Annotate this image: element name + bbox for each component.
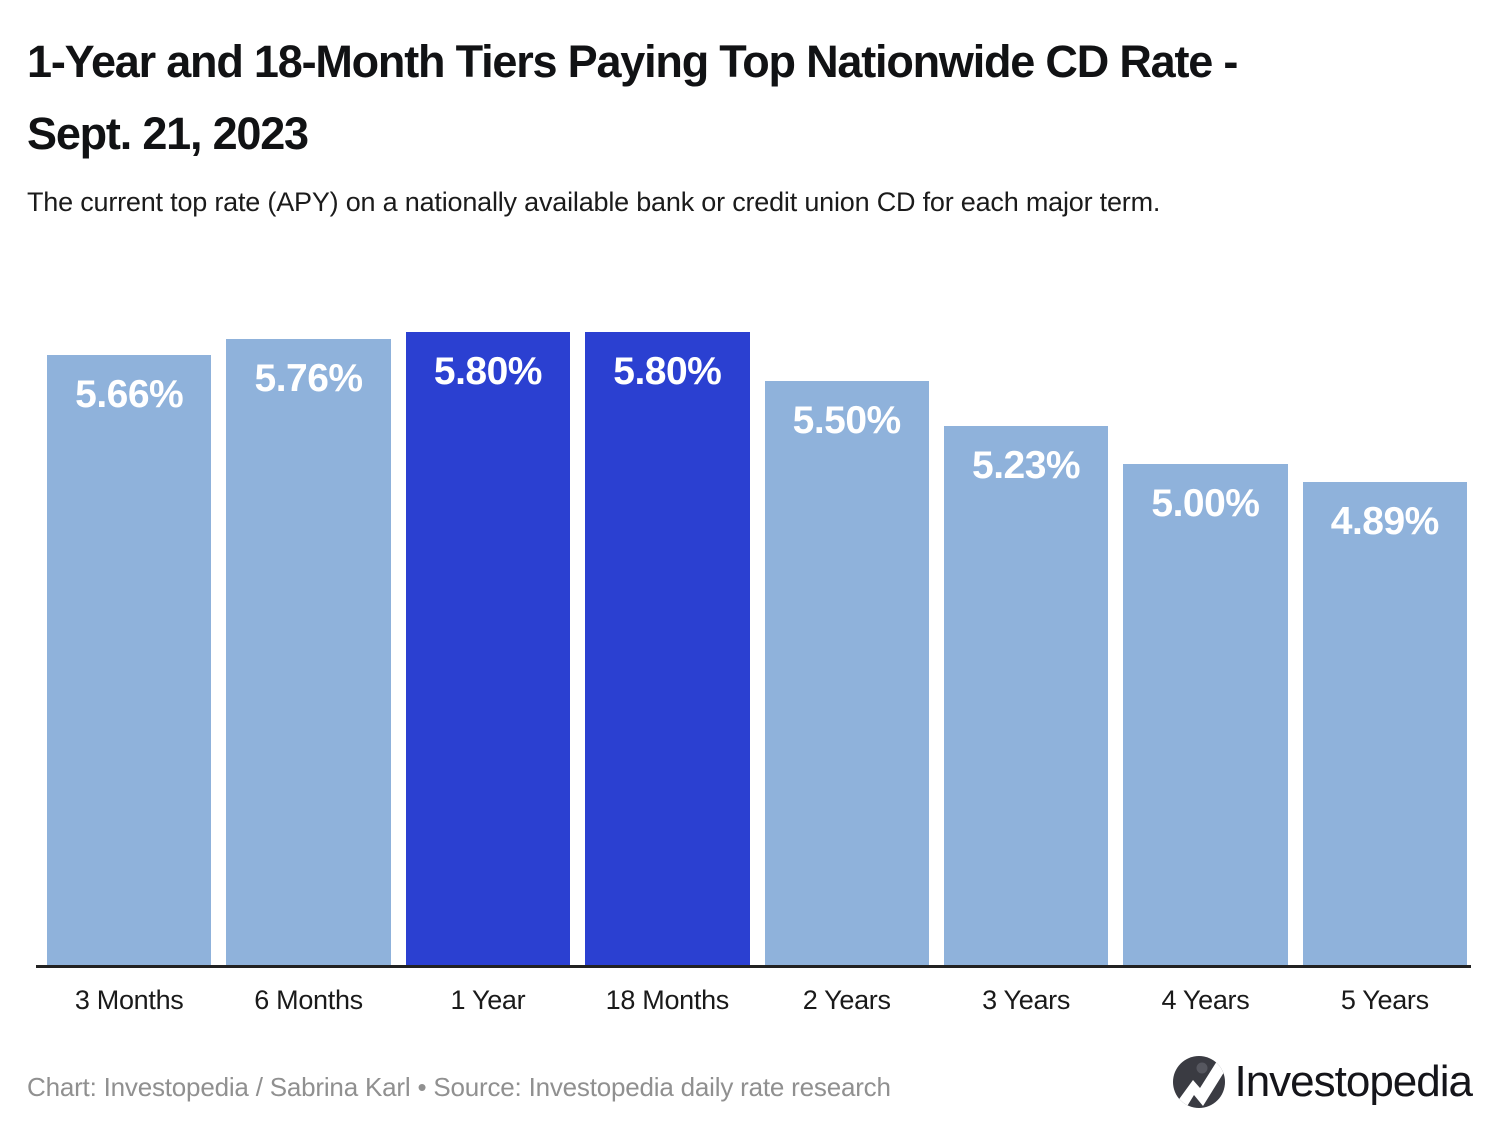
bar-18-months: 5.80% <box>585 332 750 965</box>
investopedia-logo-icon <box>1173 1056 1226 1108</box>
bar-3-months: 5.66% <box>47 355 212 965</box>
investopedia-logo: Investopedia <box>1173 1056 1473 1108</box>
bar-value-label: 5.80% <box>613 350 722 393</box>
bar-value-label: 5.23% <box>972 444 1081 487</box>
x-axis-label: 5 Years <box>1340 985 1429 1015</box>
bar-4-years: 5.00% <box>1123 464 1288 965</box>
chart-footer: Chart: Investopedia / Sabrina Karl • Sou… <box>27 1056 1473 1108</box>
bar-value-label: 5.66% <box>75 373 184 416</box>
chart-credit: Chart: Investopedia / Sabrina Karl • Sou… <box>27 1071 891 1102</box>
x-axis-line <box>36 965 1471 968</box>
x-axis-label: 4 Years <box>1161 985 1250 1015</box>
x-axis-labels: 3 Months 6 Months 1 Year 18 Months 2 Years 3 … <box>47 985 1467 1016</box>
bar-6-months: 5.76% <box>226 339 391 965</box>
bar-chart: 5.66% 5.76% 5.80% 5.80% 5.50% 5.23% 5.00% 4.89%… <box>36 332 1471 1016</box>
bar-3-years: 5.23% <box>943 426 1109 965</box>
bar-2-years: 5.50% <box>764 381 929 965</box>
chart-subtitle: The current top rate (APY) on a national… <box>27 187 1161 217</box>
bar-value-label: 4.89% <box>1330 500 1440 543</box>
bar-value-label: 5.00% <box>1151 482 1260 525</box>
chart-title-line2: Sept. 21, 2023 <box>27 108 309 159</box>
bar-value-label: 5.50% <box>792 399 902 442</box>
plot-area: 5.66% 5.76% 5.80% 5.80% 5.50% 5.23% 5.00% 4.89% <box>36 332 1471 968</box>
x-axis-label: 3 Years <box>982 985 1071 1015</box>
x-axis-label: 3 Months <box>74 985 184 1015</box>
x-axis-label: 2 Years <box>802 985 891 1015</box>
bar-value-label: 5.76% <box>254 357 364 400</box>
chart-title-line1: 1-Year and 18-Month Tiers Paying Top Nat… <box>27 36 1238 87</box>
chart-title: 1-Year and 18-Month Tiers Paying Top Nat… <box>27 26 1467 170</box>
bar-1-year: 5.80% <box>405 332 571 965</box>
x-axis-label: 6 Months <box>254 985 363 1015</box>
x-axis-label: 1 Year <box>450 985 526 1015</box>
investopedia-wordmark: Investopedia <box>1234 1057 1473 1106</box>
x-axis-label: 18 Months <box>605 985 730 1015</box>
bar-5-years: 4.89% <box>1302 482 1467 965</box>
bar-value-label: 5.80% <box>433 350 543 393</box>
